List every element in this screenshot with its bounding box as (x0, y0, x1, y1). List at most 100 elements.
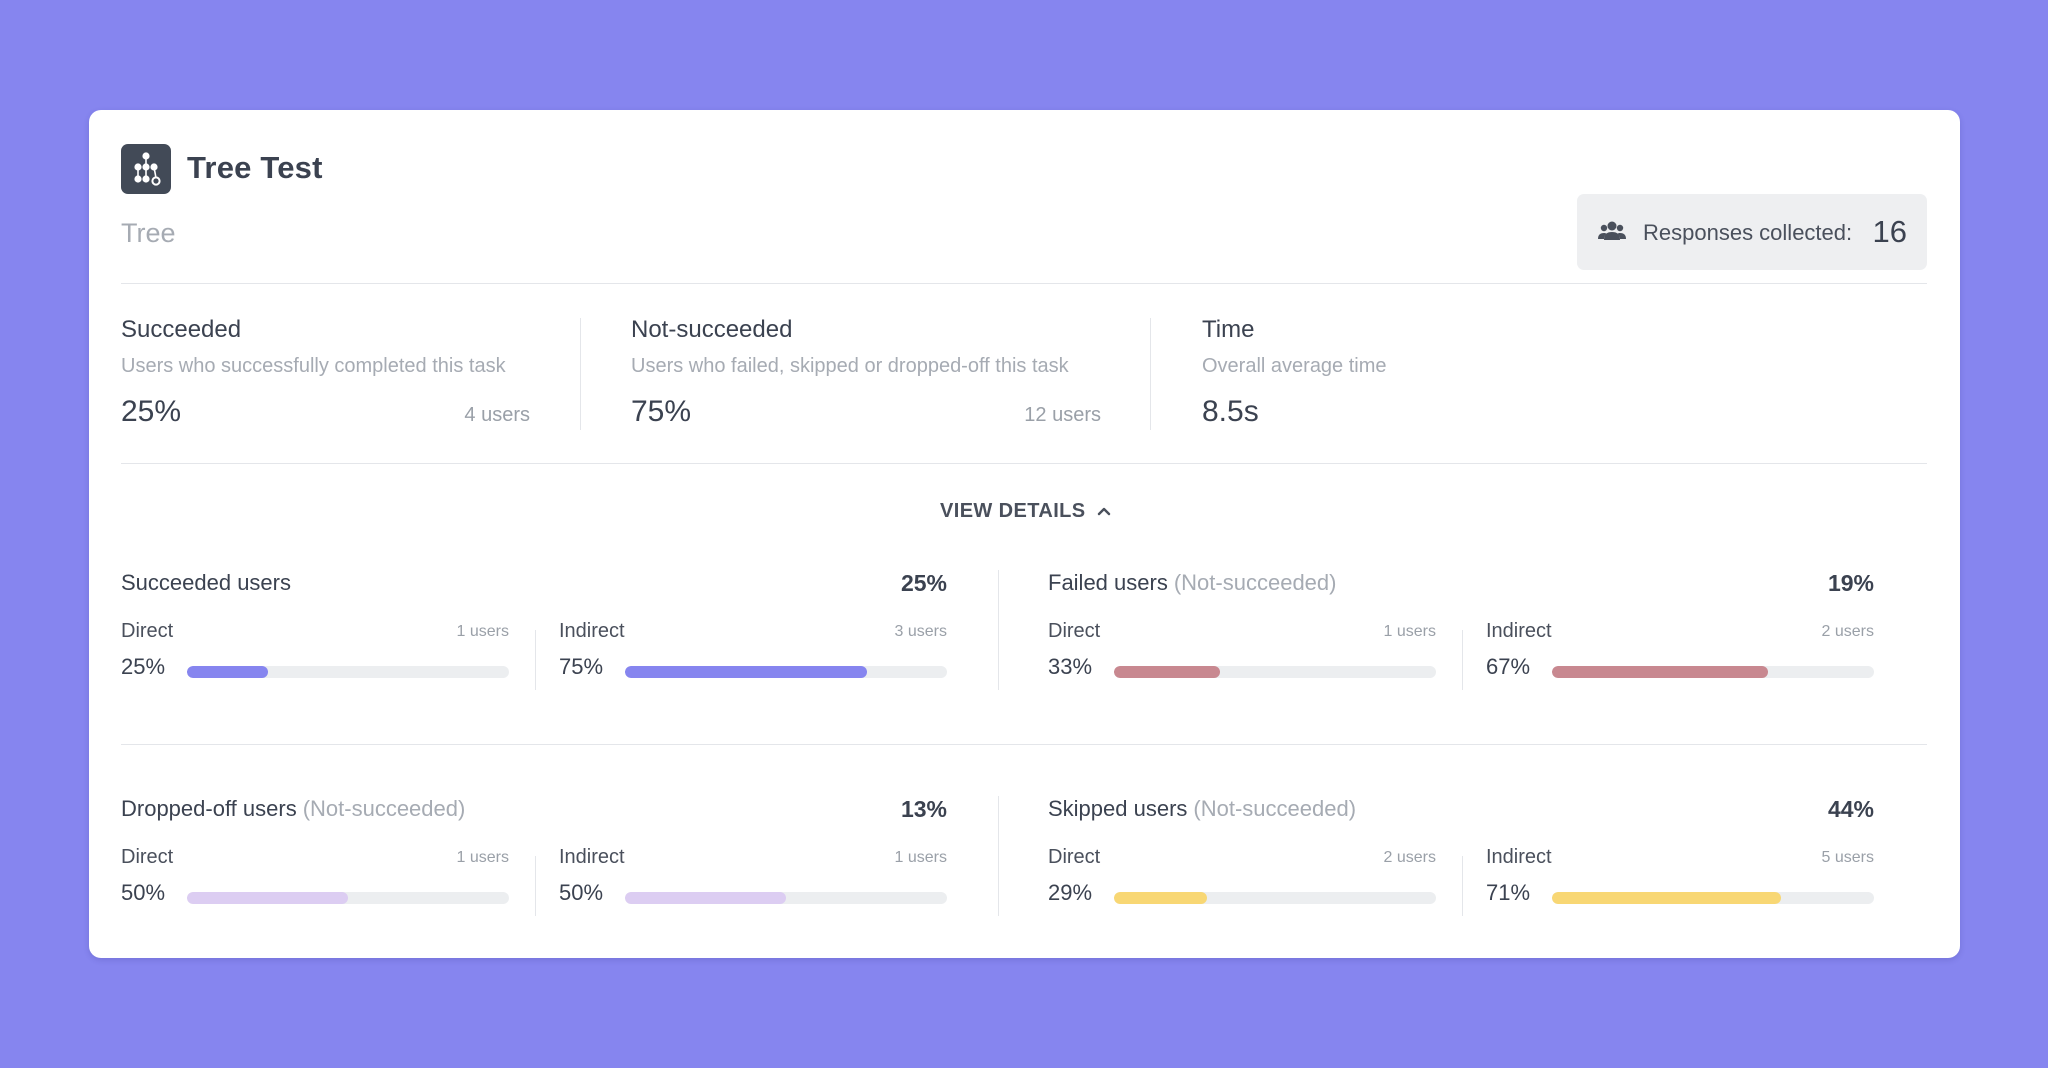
progress-fill (1114, 666, 1221, 678)
group-title-text: Failed users (1048, 570, 1168, 595)
metric-percent: 75% (559, 654, 604, 679)
responses-label: Responses collected: (1643, 220, 1853, 245)
stat-title: Succeeded (121, 316, 242, 343)
page-title: Tree Test (187, 150, 323, 185)
metric-users: 2 users (1821, 623, 1874, 640)
metric-label: Indirect (1486, 846, 1552, 868)
progress-track (1552, 666, 1874, 678)
group-title: Dropped-off users (Not-succeeded) (121, 796, 465, 822)
progress-track (1114, 666, 1436, 678)
view-details-button[interactable]: VIEW DETAILS (940, 496, 1112, 526)
group-percent: 25% (900, 570, 947, 596)
progress-fill (1552, 666, 1768, 678)
stat-description: Users who successfully completed this ta… (121, 355, 506, 377)
stat-description: Overall average time (1202, 355, 1387, 377)
group-note: (Not-succeeded) (1173, 570, 1337, 595)
metric-percent: 33% (1048, 654, 1093, 679)
group-title-text: Skipped users (1048, 796, 1188, 821)
progress-fill (187, 892, 348, 904)
group-title: Skipped users (Not-succeeded) (1048, 796, 1356, 822)
metric-indirect: Indirect 2 users 67% (1486, 620, 1874, 686)
metric-percent: 71% (1486, 880, 1531, 905)
responses-collected-badge: Responses collected: 16 (1577, 194, 1927, 270)
divider (121, 283, 1927, 284)
group-dropped-off-users: Dropped-off users (Not-succeeded) 13% Dir… (121, 796, 947, 916)
metric-percent: 50% (121, 880, 166, 905)
stat-succeeded: Succeeded Users who successfully complet… (121, 316, 530, 428)
chevron-up-icon (1097, 507, 1110, 516)
metric-percent: 67% (1486, 654, 1531, 679)
metric-label: Indirect (1486, 620, 1552, 642)
group-percent: 44% (1827, 796, 1874, 822)
page-subtitle: Tree (121, 218, 176, 248)
metric-users: 1 users (1383, 623, 1436, 640)
progress-fill (625, 892, 786, 904)
stat-value: 75% (631, 395, 692, 428)
view-details-label: VIEW DETAILS (940, 499, 1086, 522)
tree-test-card: Tree Test Tree Responses collected: 16 S… (89, 110, 1960, 958)
metric-direct: Direct 1 users 50% (121, 846, 509, 912)
divider (580, 318, 581, 430)
group-title-text: Dropped-off users (121, 796, 297, 821)
group-failed-users: Failed users (Not-succeeded) 19% Direct 1… (1048, 570, 1874, 690)
tree-icon (121, 144, 171, 194)
responses-count: 16 (1872, 214, 1907, 249)
group-skipped-users: Skipped users (Not-succeeded) 44% Direct … (1048, 796, 1874, 916)
divider (1150, 318, 1151, 430)
group-succeeded-users: Succeeded users 25% Direct 1 users 25% I… (121, 570, 947, 690)
stat-time: Time Overall average time 8.5s (1202, 316, 1602, 428)
divider (535, 630, 536, 690)
group-title-text: Succeeded users (121, 570, 291, 595)
divider (121, 744, 1927, 745)
metric-direct: Direct 1 users 25% (121, 620, 509, 686)
stat-users: 4 users (464, 404, 530, 426)
metric-label: Indirect (559, 846, 625, 868)
metric-indirect: Indirect 5 users 71% (1486, 846, 1874, 912)
progress-fill (1114, 892, 1208, 904)
metric-label: Direct (121, 846, 174, 868)
metric-percent: 25% (121, 654, 166, 679)
metric-users: 1 users (894, 849, 947, 866)
metric-users: 3 users (894, 623, 947, 640)
progress-track (1552, 892, 1874, 904)
group-percent: 13% (900, 796, 947, 822)
metric-users: 1 users (456, 623, 509, 640)
divider (1462, 856, 1463, 916)
metric-direct: Direct 1 users 33% (1048, 620, 1436, 686)
divider (1462, 630, 1463, 690)
group-percent: 19% (1827, 570, 1874, 596)
group-note: (Not-succeeded) (302, 796, 466, 821)
group-title: Failed users (Not-succeeded) (1048, 570, 1336, 596)
stat-not-succeeded: Not-succeeded Users who failed, skipped … (631, 316, 1101, 428)
progress-fill (187, 666, 268, 678)
metric-users: 1 users (456, 849, 509, 866)
card-header: Tree Test Tree Responses collected: 16 (121, 144, 1927, 284)
progress-track (625, 666, 947, 678)
progress-track (187, 892, 509, 904)
metric-percent: 50% (559, 880, 604, 905)
divider (121, 463, 1927, 464)
stat-value: 25% (121, 395, 182, 428)
stat-users: 12 users (1024, 404, 1101, 426)
metric-label: Direct (1048, 846, 1101, 868)
metric-label: Direct (1048, 620, 1101, 642)
group-title: Succeeded users (121, 570, 297, 596)
metric-label: Indirect (559, 620, 625, 642)
divider (535, 856, 536, 916)
users-icon (1598, 221, 1626, 240)
metric-label: Direct (121, 620, 174, 642)
progress-track (625, 892, 947, 904)
group-note: (Not-succeeded) (1193, 796, 1357, 821)
metric-indirect: Indirect 3 users 75% (559, 620, 947, 686)
stat-description: Users who failed, skipped or dropped-off… (631, 355, 1069, 377)
metric-users: 2 users (1383, 849, 1436, 866)
progress-fill (1552, 892, 1781, 904)
progress-track (1114, 892, 1436, 904)
progress-fill (625, 666, 867, 678)
metric-indirect: Indirect 1 users 50% (559, 846, 947, 912)
metric-percent: 29% (1048, 880, 1093, 905)
progress-track (187, 666, 509, 678)
stat-value: 8.5s (1202, 395, 1259, 428)
divider (998, 796, 999, 916)
stat-title: Time (1202, 316, 1255, 343)
